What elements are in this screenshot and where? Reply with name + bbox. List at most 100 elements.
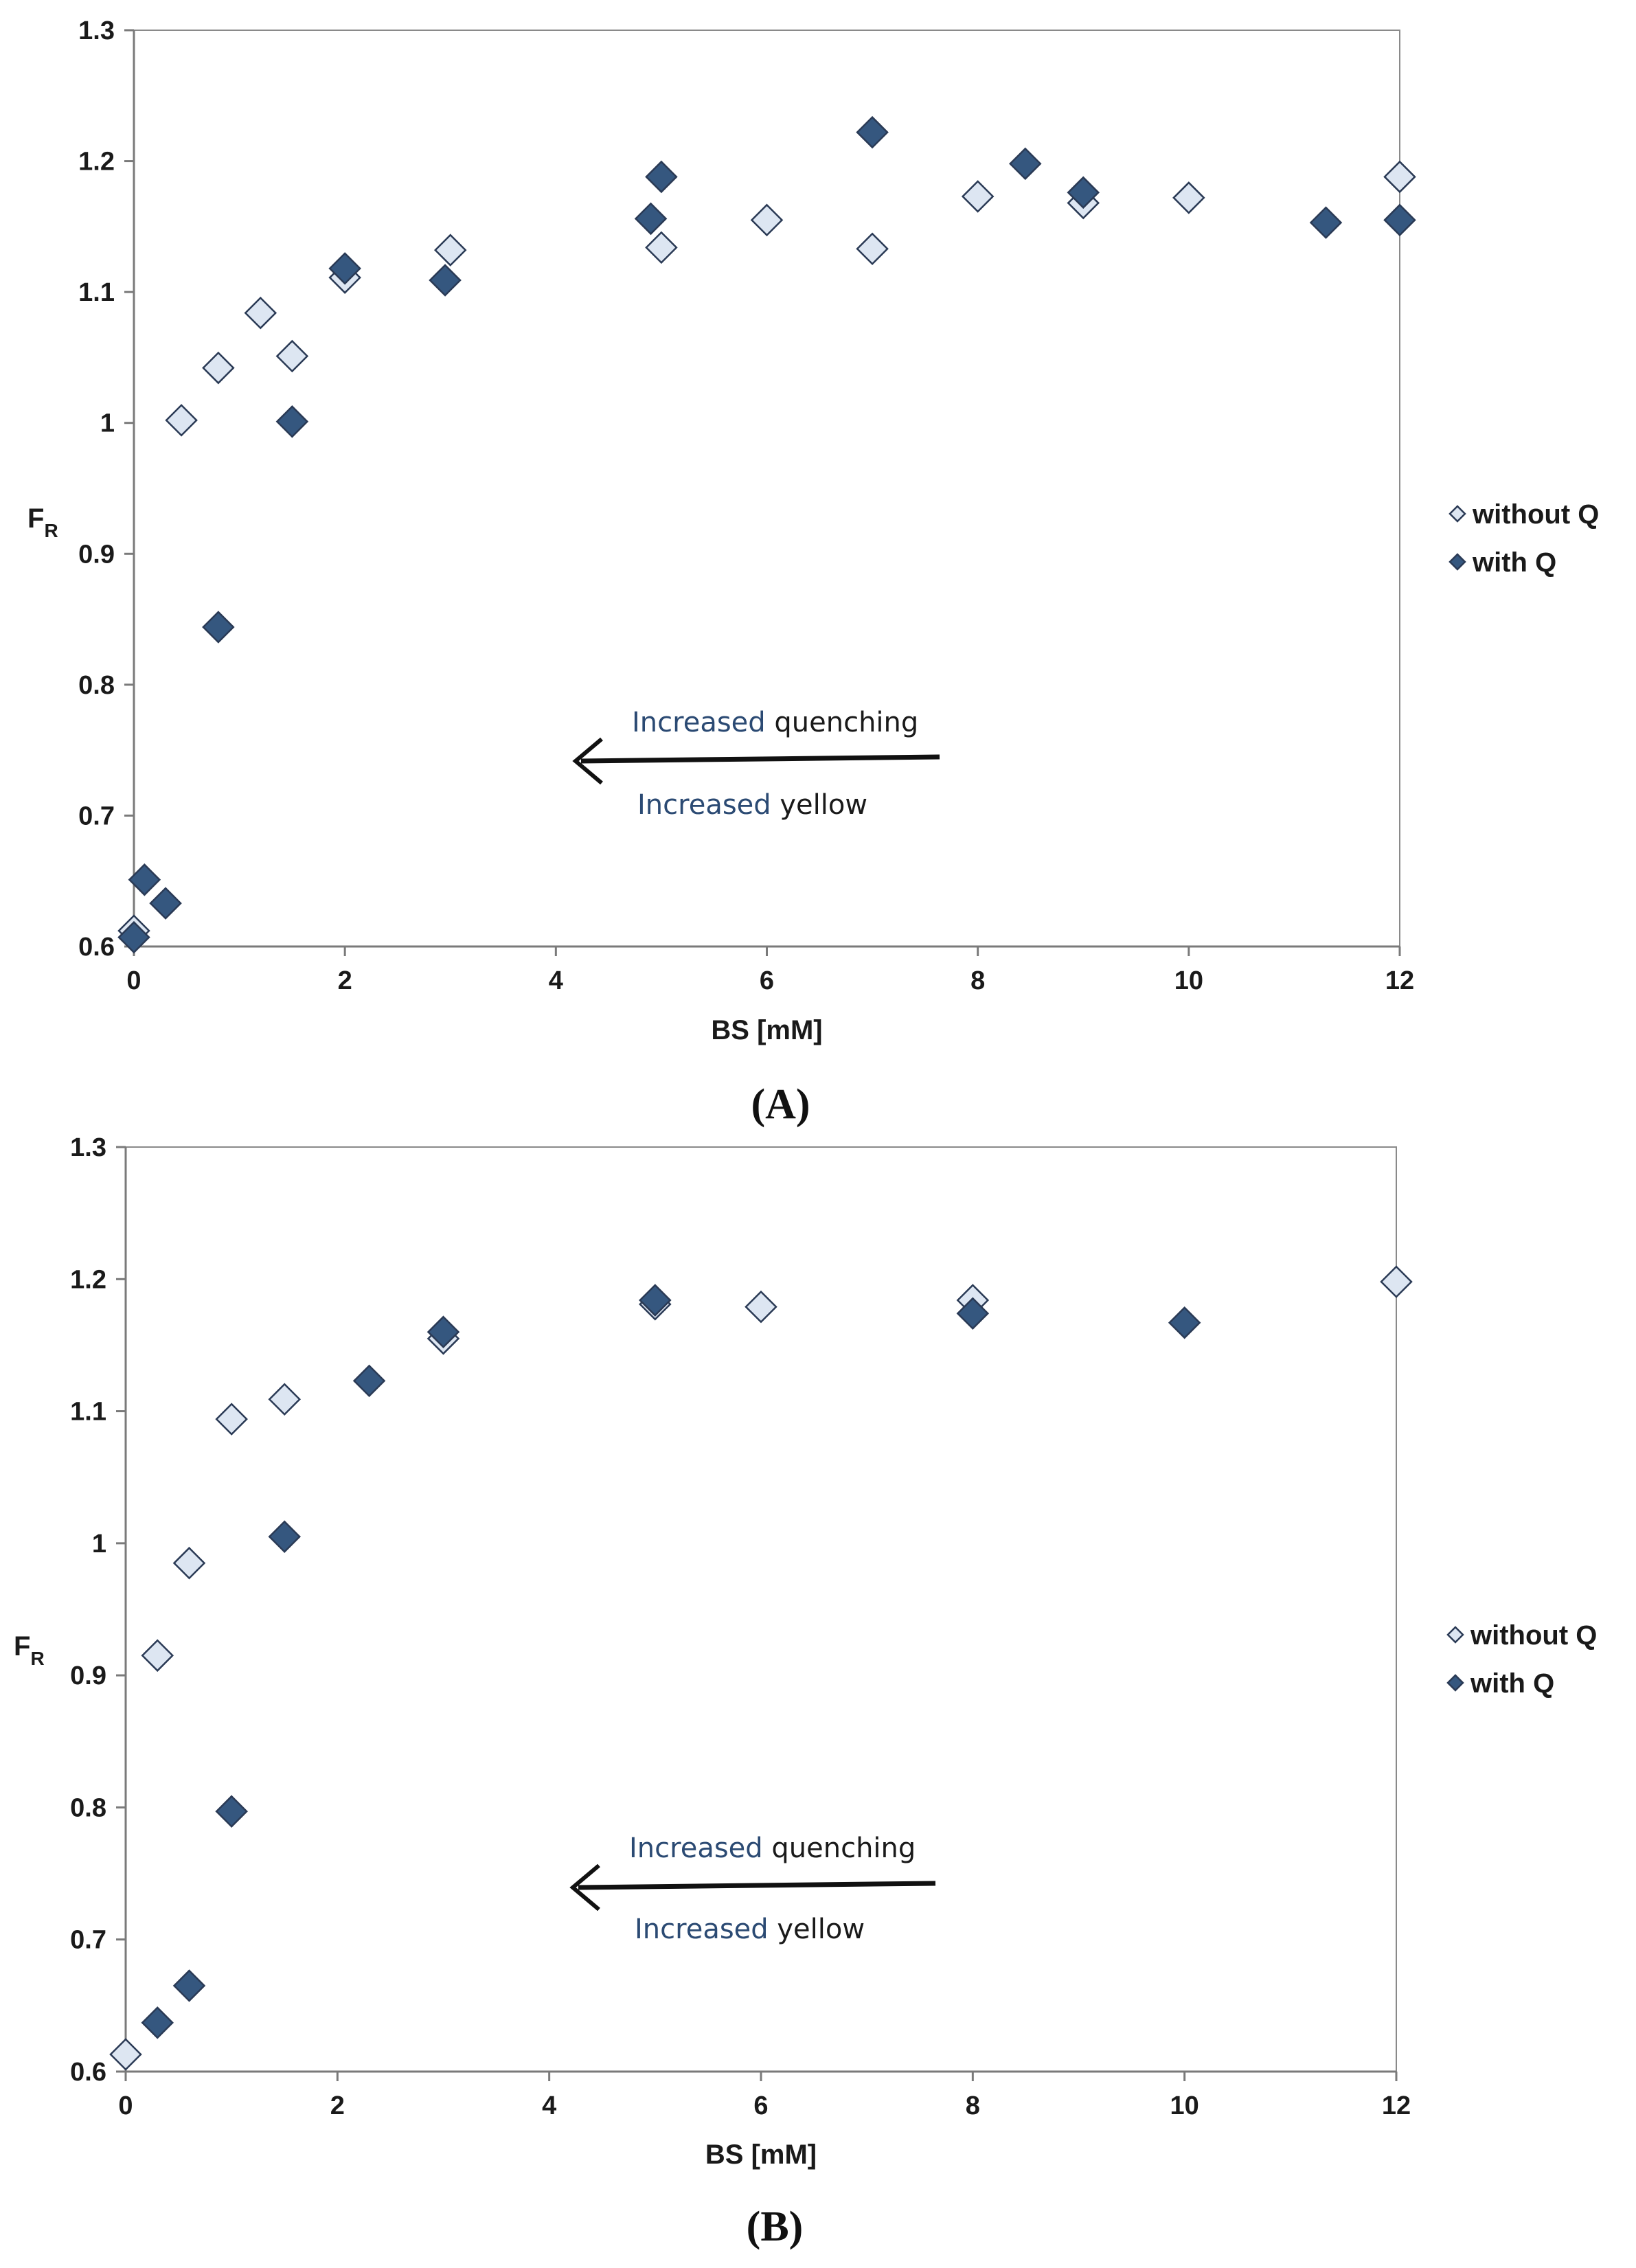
point-with-q-12 [1309, 206, 1343, 239]
x-tick-label: 2 [338, 966, 352, 995]
y-axis-title: FR [27, 503, 58, 541]
arrow-shaft [578, 1881, 936, 1890]
point-without-q-4 [275, 339, 309, 373]
point-with-q-7 [956, 1297, 990, 1330]
y-axis-title: FR [14, 1631, 45, 1669]
x-axis-title: BS [mM] [711, 1015, 822, 1045]
x-tick-label: 12 [1385, 966, 1414, 995]
annotation-quenching: Increased quenching [632, 707, 918, 738]
annotation-quenching: Increased quenching [629, 1833, 916, 1864]
point-without-q-3 [215, 1403, 248, 1436]
point-without-q-4 [268, 1383, 302, 1416]
point-without-q-3 [244, 296, 277, 330]
x-tick-label: 4 [542, 2091, 556, 2120]
point-without-q-10 [961, 180, 995, 213]
point-with-q-3 [268, 1520, 302, 1554]
point-with-q-1 [172, 1969, 206, 2002]
legend-marker-without-q-0 [1446, 1626, 1464, 1644]
legend-label-with-q: with Q [1470, 1668, 1554, 1699]
arrow-head [569, 1863, 600, 1912]
point-without-q-2 [202, 351, 235, 385]
point-with-q-2 [149, 887, 182, 920]
point-with-q-1 [128, 863, 161, 896]
point-with-q-5 [328, 252, 361, 285]
x-axis-title: BS [mM] [705, 2140, 817, 2170]
point-with-q-11 [1067, 176, 1100, 209]
legend-marker-without-q-0 [1448, 505, 1466, 523]
point-with-q-13 [1383, 203, 1416, 237]
legend-marker-with-q-0 [1448, 553, 1466, 571]
series-with-q [141, 1284, 1201, 2039]
panel-label: (A) [751, 1081, 810, 1128]
y-tick-label: 1.3 [70, 1133, 106, 1162]
point-without-q-13 [1383, 160, 1416, 194]
point-with-q-10 [1009, 147, 1042, 181]
point-without-q-0 [109, 2038, 142, 2071]
x-tick-label: 10 [1174, 966, 1203, 995]
y-tick-label: 0.9 [78, 540, 115, 569]
x-tick-label: 0 [126, 966, 141, 995]
point-with-q-5 [427, 1315, 460, 1348]
point-with-q-6 [429, 264, 462, 297]
series-without-q [117, 160, 1416, 947]
y-tick-label: 1.3 [78, 16, 115, 45]
y-tick-label: 0.8 [78, 671, 115, 700]
point-without-q-7 [745, 1290, 777, 1324]
legend: without Q with Q [1446, 1620, 1597, 1699]
y-tick-label: 0.9 [70, 1662, 106, 1690]
point-without-q-8 [750, 203, 784, 237]
x-tick-label: 8 [966, 2091, 980, 2120]
point-without-q-9 [856, 232, 889, 266]
point-with-q-8 [645, 160, 678, 194]
arrow-shaft [580, 754, 940, 764]
y-tick-label: 0.6 [70, 2058, 106, 2087]
point-with-q-3 [202, 611, 235, 644]
chart-a: 0.6 0.7 0.8 0.9 1 1.1 1.2 1.3 0 2 4 6 8 10 12 BS [mM] FR… [27, 16, 1599, 1128]
point-without-q-2 [172, 1546, 206, 1580]
x-tick-label: 6 [760, 966, 774, 995]
point-with-q-0 [141, 2006, 174, 2039]
y-tick-label: 1.1 [78, 278, 115, 307]
legend: without Q with Q [1448, 499, 1599, 578]
y-tick-label: 1.1 [70, 1398, 106, 1427]
arrow-head [572, 737, 603, 785]
y-tick-label: 1 [100, 409, 115, 438]
series-with-q [117, 115, 1416, 954]
point-without-q-1 [165, 404, 198, 437]
x-tick-label: 0 [118, 2091, 133, 2120]
point-with-q-4 [352, 1364, 386, 1398]
point-without-q-6 [433, 234, 467, 267]
y-tick-label: 1.2 [70, 1265, 106, 1294]
point-without-q-9 [1380, 1265, 1413, 1298]
x-tick-label: 6 [753, 2091, 768, 2120]
y-tick-label: 0.6 [78, 933, 115, 962]
chart-b: 0.6 0.7 0.8 0.9 1 1.1 1.2 1.3 0 2 4 6 8 10 12 BS [mM] FR… [14, 1133, 1597, 2250]
annotation-yellow: Increased yellow [637, 789, 867, 821]
point-with-q-7 [634, 202, 668, 236]
point-with-q-2 [215, 1795, 248, 1828]
x-tick-label: 4 [549, 966, 563, 995]
point-with-q-4 [275, 405, 309, 438]
point-with-q-8 [1168, 1306, 1201, 1339]
y-tick-label: 1.2 [78, 148, 115, 177]
point-with-q-9 [856, 115, 889, 149]
point-with-q-6 [639, 1284, 672, 1317]
point-without-q-12 [1172, 181, 1205, 214]
series-without-q [109, 1265, 1413, 2071]
y-tick-label: 1 [92, 1530, 106, 1558]
legend-marker-with-q-0 [1446, 1674, 1464, 1692]
legend-label-with-q: with Q [1472, 547, 1556, 578]
y-tick-label: 0.8 [70, 1793, 106, 1822]
annotation-yellow: Increased yellow [635, 1914, 865, 1945]
annotation: Increased quenching Increased yellow [572, 707, 940, 821]
y-tick-label: 0.7 [70, 1926, 106, 1955]
legend-label-without-q: without Q [1472, 499, 1599, 530]
x-tick-label: 8 [970, 966, 985, 995]
panel-label: (B) [747, 2203, 804, 2250]
point-without-q-1 [141, 1639, 174, 1672]
x-tick-label: 10 [1170, 2091, 1199, 2120]
point-with-q-0 [117, 920, 150, 954]
annotation: Increased quenching Increased yellow [569, 1833, 936, 1945]
y-tick-label: 0.7 [78, 802, 115, 830]
